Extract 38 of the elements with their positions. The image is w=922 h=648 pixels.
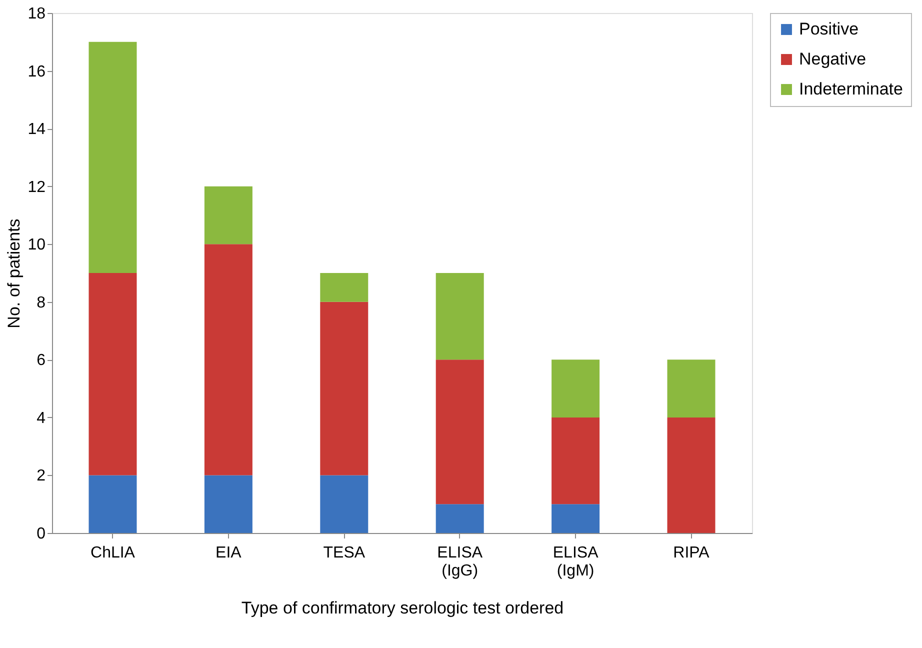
bar xyxy=(436,504,484,533)
bar xyxy=(552,504,600,533)
legend-label: Indeterminate xyxy=(799,80,903,98)
y-tick-label: 12 xyxy=(28,178,46,196)
y-axis-title: No. of patients xyxy=(4,218,24,328)
y-tick-label: 6 xyxy=(36,352,46,370)
x-tick-label: EIA xyxy=(216,544,242,562)
y-tick-label: 16 xyxy=(28,63,46,80)
bar xyxy=(320,273,368,302)
x-axis-title: Type of confirmatory serologic test ordered xyxy=(241,598,564,618)
y-tick-label: 14 xyxy=(28,121,46,138)
bar xyxy=(88,42,137,273)
y-tick-label: 18 xyxy=(28,6,46,22)
bar xyxy=(436,273,484,360)
bar xyxy=(204,475,252,533)
bar xyxy=(88,273,137,476)
bar xyxy=(667,417,716,533)
legend-label: Negative xyxy=(799,50,866,68)
x-tick-label: RIPA xyxy=(673,544,710,562)
x-tick-label: ChLIA xyxy=(90,544,136,562)
x-tick-label: ELISA (IgG) xyxy=(437,544,483,580)
bar xyxy=(552,360,600,418)
bar xyxy=(204,186,252,244)
bar xyxy=(204,244,252,476)
bar xyxy=(436,360,484,504)
legend-label: Positive xyxy=(799,20,859,38)
y-tick-label: 10 xyxy=(28,236,46,254)
bar xyxy=(320,475,368,533)
y-tick-label: 0 xyxy=(36,526,46,542)
bar xyxy=(552,417,600,504)
y-tick-label: 2 xyxy=(36,468,46,485)
x-tick-label: ELISA (IgM) xyxy=(552,544,599,580)
bar xyxy=(320,302,368,476)
y-tick-label: 4 xyxy=(36,410,46,427)
y-tick-label: 8 xyxy=(36,294,46,312)
bar xyxy=(667,360,716,418)
x-tick-label: TESA xyxy=(323,544,366,562)
bar xyxy=(88,475,137,533)
